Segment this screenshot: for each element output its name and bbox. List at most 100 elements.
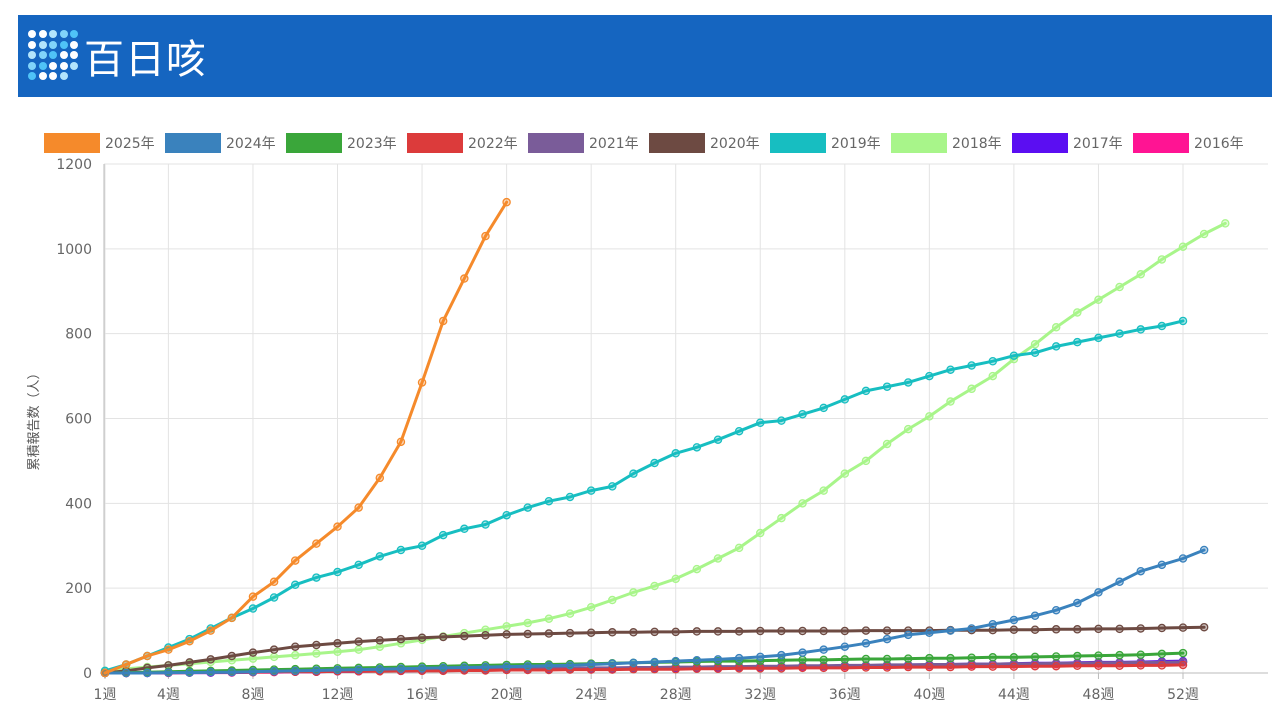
logo-dot bbox=[59, 72, 68, 80]
data-point bbox=[1136, 270, 1145, 279]
data-point bbox=[248, 604, 258, 613]
data-point bbox=[269, 652, 279, 662]
data-point bbox=[586, 660, 596, 669]
data-point bbox=[544, 661, 554, 671]
series-line bbox=[103, 548, 1206, 675]
data-point bbox=[629, 469, 638, 478]
data-point bbox=[861, 639, 871, 648]
data-point bbox=[734, 543, 744, 553]
data-point bbox=[227, 667, 237, 677]
data-point bbox=[946, 662, 955, 672]
data-point bbox=[354, 645, 363, 654]
data-point bbox=[1051, 661, 1061, 671]
data-point bbox=[629, 664, 638, 674]
data-point bbox=[840, 626, 850, 636]
legend-label: 2025年 bbox=[105, 136, 155, 152]
data-point bbox=[756, 664, 765, 673]
data-point bbox=[734, 627, 744, 636]
data-point bbox=[756, 626, 765, 636]
data-point bbox=[1199, 229, 1209, 239]
data-point bbox=[777, 650, 786, 660]
data-point bbox=[925, 371, 934, 381]
data-point bbox=[1030, 348, 1040, 358]
logo-dot bbox=[59, 30, 68, 38]
data-point bbox=[523, 618, 532, 628]
data-point bbox=[523, 503, 532, 512]
data-point bbox=[629, 588, 638, 597]
data-point bbox=[967, 662, 976, 671]
legend-swatch bbox=[891, 133, 947, 153]
logo-dot bbox=[49, 72, 57, 80]
data-point bbox=[925, 662, 934, 672]
data-point bbox=[1136, 661, 1145, 670]
data-point bbox=[586, 603, 596, 612]
data-point bbox=[586, 486, 596, 495]
data-point bbox=[333, 647, 342, 657]
data-point bbox=[185, 668, 194, 677]
x-tick-label: 40週 bbox=[913, 687, 945, 703]
data-point bbox=[819, 486, 828, 495]
data-point bbox=[1178, 242, 1188, 251]
data-point bbox=[713, 664, 723, 674]
legend-label: 2022年 bbox=[468, 136, 518, 152]
logo-dot bbox=[70, 40, 78, 49]
data-point bbox=[629, 628, 638, 637]
data-point bbox=[143, 668, 152, 678]
data-point bbox=[734, 664, 744, 673]
data-point bbox=[396, 664, 406, 674]
x-tick-label: 12週 bbox=[322, 687, 354, 703]
data-point bbox=[1094, 333, 1103, 343]
data-point bbox=[861, 654, 871, 664]
y-tick-label: 0 bbox=[83, 666, 92, 682]
data-point bbox=[608, 665, 617, 674]
data-point bbox=[438, 316, 448, 326]
data-point bbox=[312, 539, 321, 548]
y-tick-label: 200 bbox=[65, 581, 92, 597]
data-point bbox=[692, 656, 702, 665]
data-point bbox=[882, 663, 892, 672]
data-point bbox=[227, 651, 237, 661]
data-point bbox=[882, 439, 892, 449]
series-line bbox=[103, 200, 509, 675]
data-point bbox=[1073, 598, 1082, 608]
logo-dot bbox=[70, 61, 78, 70]
legend-label: 2017年 bbox=[1073, 136, 1123, 152]
data-point bbox=[290, 642, 300, 651]
data-point bbox=[671, 574, 680, 584]
data-point bbox=[629, 658, 638, 668]
data-point bbox=[460, 524, 469, 534]
x-tick-label: 48週 bbox=[1083, 687, 1115, 703]
data-point bbox=[164, 668, 173, 677]
data-point bbox=[777, 513, 786, 523]
data-point bbox=[798, 663, 807, 673]
data-point bbox=[248, 592, 258, 601]
data-point bbox=[692, 443, 702, 452]
data-point bbox=[1009, 653, 1019, 662]
data-point bbox=[100, 668, 110, 678]
data-point bbox=[903, 630, 913, 640]
data-point bbox=[840, 469, 850, 478]
data-point bbox=[481, 662, 490, 672]
data-point bbox=[312, 649, 321, 658]
data-point bbox=[354, 560, 363, 570]
data-point bbox=[1136, 566, 1145, 576]
data-point bbox=[1030, 661, 1040, 671]
data-point bbox=[206, 626, 215, 635]
logo-dot bbox=[38, 40, 47, 49]
data-point bbox=[1221, 219, 1230, 228]
data-point bbox=[713, 554, 723, 563]
data-point bbox=[988, 625, 998, 635]
data-point bbox=[713, 627, 723, 636]
logo-dot bbox=[59, 51, 68, 59]
logo-dot bbox=[28, 61, 36, 70]
data-point bbox=[798, 648, 807, 657]
series-line bbox=[103, 625, 1206, 675]
data-point bbox=[1178, 316, 1188, 326]
data-point bbox=[396, 634, 406, 644]
data-point bbox=[333, 567, 342, 577]
data-point bbox=[1115, 329, 1124, 338]
data-point bbox=[692, 627, 702, 636]
data-point bbox=[671, 664, 680, 674]
series-2025年 bbox=[100, 197, 511, 678]
logo-dot bbox=[38, 51, 47, 59]
